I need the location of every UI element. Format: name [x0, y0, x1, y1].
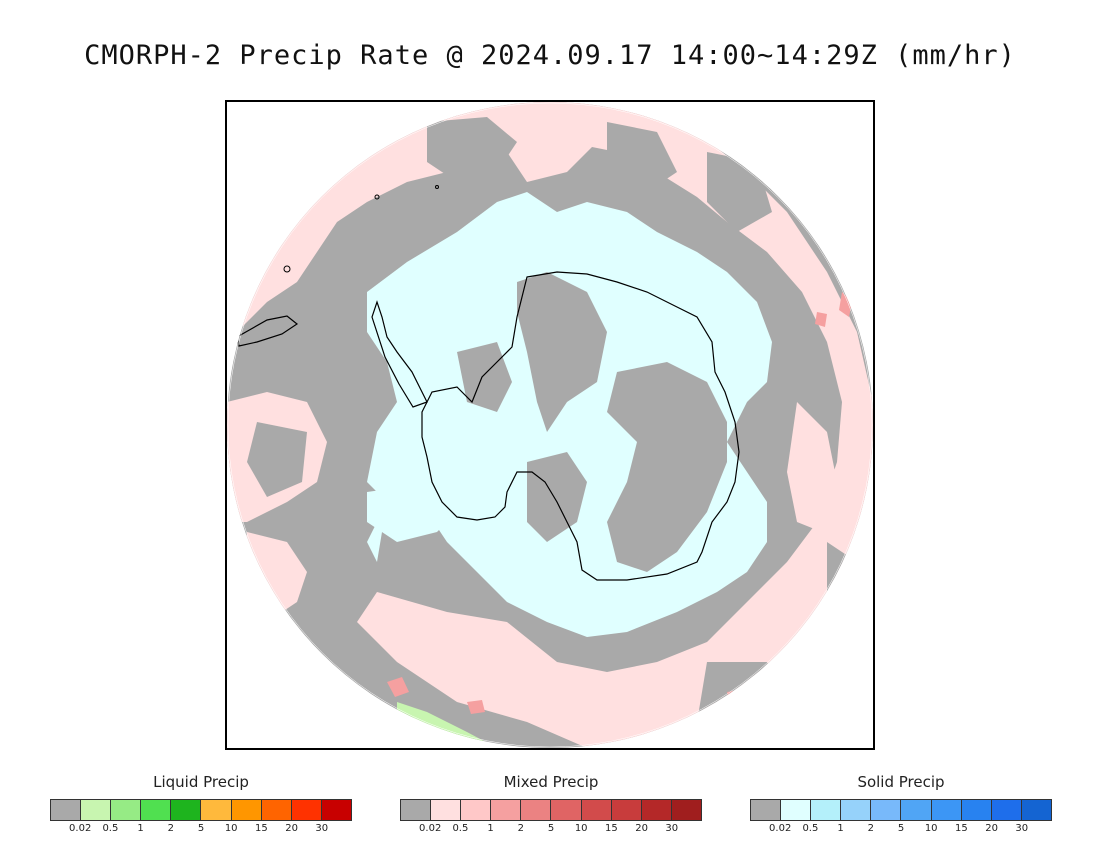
polar-map-svg — [227, 102, 873, 748]
legend-swatch — [641, 800, 672, 820]
legend-tick-label: 15 — [955, 823, 968, 834]
tick-labels: 0.02 0.5 1 2 5 10 15 20 30 — [50, 823, 352, 837]
legend-swatch — [611, 800, 642, 820]
legend-swatch — [811, 800, 842, 820]
legend-swatch — [261, 800, 292, 820]
legend-tick-label: 5 — [547, 823, 555, 834]
map-disc — [227, 102, 873, 748]
tick-labels: 0.02 0.5 1 2 5 10 15 20 30 — [750, 823, 1052, 837]
legend-tick-label: 20 — [285, 823, 298, 834]
legend-tick-label: 5 — [197, 823, 205, 834]
legend-swatch — [461, 800, 492, 820]
antarctic-peninsula-coastline — [371, 300, 428, 408]
legend-tick-label: 10 — [224, 823, 238, 834]
legend-swatch — [781, 800, 812, 820]
legend-swatch — [201, 800, 232, 820]
color-bar — [750, 799, 1052, 821]
legend-tick-label: 0.5 — [802, 823, 819, 834]
legend-swatch — [291, 800, 322, 820]
map-title: CMORPH-2 Precip Rate @ 2024.09.17 14:00~… — [84, 40, 1016, 71]
south-america-tip — [236, 315, 299, 347]
legend-tick-label: 20 — [635, 823, 648, 834]
legend-tick-label: 5 — [897, 823, 905, 834]
legend-swatch — [521, 800, 552, 820]
legend-tick-label: 0.5 — [452, 823, 469, 834]
color-bar — [50, 799, 352, 821]
legend-tick-label: 10 — [574, 823, 588, 834]
legend-swatch — [321, 800, 351, 820]
precip-map — [225, 100, 875, 750]
legend-tick-label: 30 — [665, 823, 679, 834]
legend-tick-label: 30 — [1015, 823, 1029, 834]
legend-tick-label: 1 — [137, 823, 144, 834]
legend-tick-label: 1 — [487, 823, 494, 834]
legend-swatch — [581, 800, 612, 820]
legend-swatch — [171, 800, 202, 820]
legend-tick-label: 0.02 — [69, 823, 92, 834]
legend-mixed-precip: Mixed Precip 0.02 0.5 1 2 5 10 15 20 30 — [400, 772, 702, 837]
legend-tick-label: 2 — [517, 823, 524, 834]
legend-swatch — [751, 800, 782, 820]
legend-tick-label: 0.02 — [419, 823, 442, 834]
legend-swatch — [961, 800, 992, 820]
legend-tick-label: 15 — [605, 823, 618, 834]
legend-swatch — [901, 800, 932, 820]
tick-labels: 0.02 0.5 1 2 5 10 15 20 30 — [400, 823, 702, 837]
legend-tick-label: 2 — [867, 823, 874, 834]
legend-title: Mixed Precip — [503, 773, 599, 791]
legend-swatch — [551, 800, 582, 820]
legend-tick-label: 0.02 — [769, 823, 792, 834]
legend-swatch — [671, 800, 701, 820]
legend-tick-label: 15 — [255, 823, 268, 834]
interior-no-precip — [457, 272, 727, 572]
legend-swatch — [141, 800, 172, 820]
island — [374, 194, 380, 200]
legend-solid-precip: Solid Precip 0.02 0.5 1 2 5 10 15 20 30 — [750, 772, 1052, 837]
legend-tick-label: 30 — [315, 823, 329, 834]
legend-swatch — [431, 800, 462, 820]
legend-tick-label: 20 — [985, 823, 998, 834]
legend-swatch — [81, 800, 112, 820]
legend-title: Solid Precip — [857, 773, 945, 791]
legend-swatch — [51, 800, 82, 820]
legend-swatch — [111, 800, 142, 820]
legend-swatch — [871, 800, 902, 820]
legend-tick-label: 1 — [837, 823, 844, 834]
legend-swatch — [401, 800, 432, 820]
legend-liquid-precip: Liquid Precip 0.02 0.5 1 2 5 10 15 20 30 — [50, 772, 352, 837]
legend-swatch — [931, 800, 962, 820]
antarctica-coastline — [421, 271, 740, 581]
island — [283, 265, 291, 273]
legend-swatch — [231, 800, 262, 820]
legend-swatch — [491, 800, 522, 820]
legend-swatch — [991, 800, 1022, 820]
map-disc-edge — [227, 102, 873, 748]
legend-tick-label: 0.5 — [102, 823, 119, 834]
island — [435, 185, 439, 189]
legend-swatch — [1021, 800, 1051, 820]
color-bar — [400, 799, 702, 821]
legend-swatch — [841, 800, 872, 820]
legend-tick-label: 2 — [167, 823, 174, 834]
legend-tick-label: 10 — [924, 823, 938, 834]
legend-title: Liquid Precip — [153, 773, 249, 791]
